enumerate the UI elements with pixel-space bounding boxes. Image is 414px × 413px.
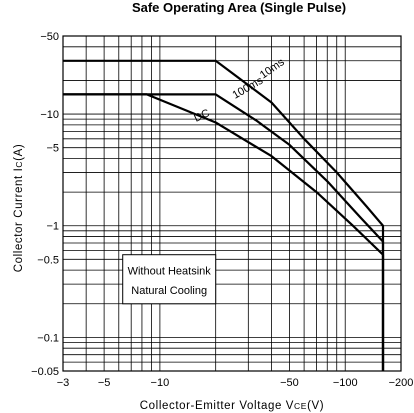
x-tick-label: −5	[98, 377, 111, 389]
x-tick-label: −200	[389, 377, 414, 389]
curve-label-10ms: 10ms	[258, 56, 287, 82]
y-tick-label: −5	[46, 143, 59, 155]
curve-10ms	[63, 59, 385, 371]
x-axis-label-subscript: CE	[294, 401, 307, 411]
x-tick-label: −10	[151, 377, 170, 389]
y-axis-label-subscript: C	[14, 161, 24, 168]
curve-dc	[63, 93, 385, 371]
curve-100ms	[63, 93, 385, 371]
y-tick-label: −50	[40, 31, 59, 43]
x-axis-label: Collector-Emitter Voltage VCE(V)	[140, 400, 324, 412]
annotation-line-1: Without Heatsink	[128, 265, 212, 277]
tick-labels: −3 −5 −10 −50 −100 −200 −50 −10 −5 −1 −0.5 −0.1 −0.0…	[31, 31, 413, 389]
plot-grid	[62, 35, 402, 372]
y-tick-label: −1	[46, 221, 59, 233]
plot-frame	[62, 35, 402, 372]
x-tick-label: −50	[280, 377, 299, 389]
curves	[63, 59, 385, 371]
annotation-line-2: Natural Cooling	[131, 285, 207, 297]
y-tick-label: −0.1	[37, 332, 59, 344]
annotation-box: Without Heatsink Natural Cooling	[122, 254, 217, 305]
y-tick-label: −0.5	[37, 254, 59, 266]
curve-label-dc: DC	[192, 107, 212, 125]
y-tick-label: −10	[40, 109, 59, 121]
y-tick-label: −0.05	[31, 366, 59, 378]
x-tick-label: −3	[57, 377, 70, 389]
y-axis-label: Collector Current IC(A)	[13, 144, 25, 273]
chart-title: Safe Operating Area (Single Pulse)	[132, 0, 346, 15]
annotation-box-frame	[122, 254, 217, 305]
x-tick-label: −100	[333, 377, 358, 389]
